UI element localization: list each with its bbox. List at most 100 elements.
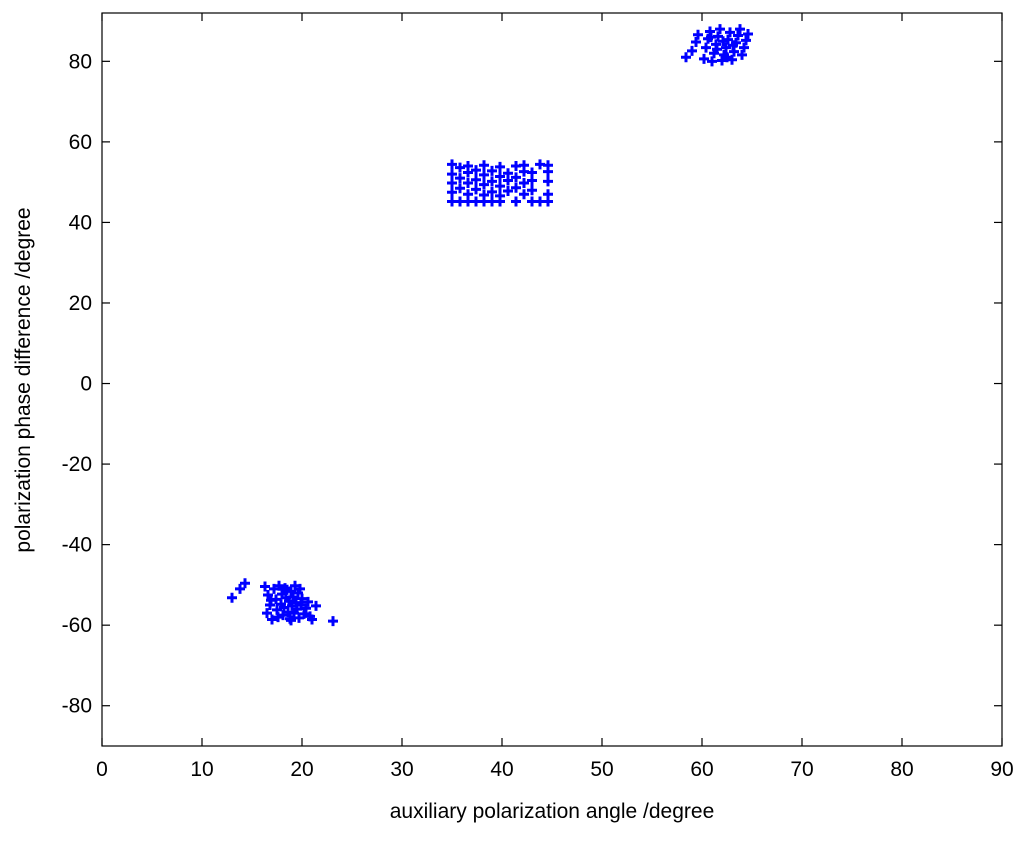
data-point xyxy=(699,53,709,64)
data-point xyxy=(307,614,317,625)
data-point xyxy=(543,160,553,171)
y-tick-label: 60 xyxy=(69,131,92,154)
data-point xyxy=(527,185,537,196)
data-point xyxy=(495,161,505,172)
data-point xyxy=(447,187,457,198)
data-point xyxy=(728,40,738,51)
data-point xyxy=(447,159,457,170)
x-tick-label: 30 xyxy=(390,758,413,781)
data-point xyxy=(274,580,284,591)
data-point xyxy=(479,160,489,171)
data-point xyxy=(725,27,735,38)
data-point xyxy=(295,583,305,594)
data-point xyxy=(519,189,529,200)
data-point xyxy=(303,596,313,607)
data-point xyxy=(543,176,553,187)
data-point xyxy=(263,589,273,600)
data-point xyxy=(301,603,311,614)
x-tick-label: 20 xyxy=(290,758,313,781)
data-point xyxy=(706,32,716,43)
data-point xyxy=(266,595,276,606)
data-point xyxy=(519,177,529,188)
data-point xyxy=(495,190,505,201)
y-tick-label: 0 xyxy=(80,373,92,396)
data-point xyxy=(721,42,731,53)
data-point xyxy=(479,179,489,190)
data-point xyxy=(235,583,245,594)
data-point xyxy=(297,593,307,604)
data-point xyxy=(701,42,711,53)
data-point xyxy=(311,600,321,611)
data-point xyxy=(455,162,465,173)
y-tick-label: 20 xyxy=(69,292,92,315)
data-point xyxy=(262,608,272,619)
data-point xyxy=(455,173,465,184)
data-point xyxy=(543,189,553,200)
data-point xyxy=(722,52,732,63)
y-axis-ticks: -80 -60 -40 -20 0 20 40 60 80 xyxy=(62,50,1002,718)
data-point xyxy=(691,36,701,47)
data-point xyxy=(328,616,338,627)
y-tick-label: -80 xyxy=(62,695,92,718)
data-point xyxy=(282,584,292,595)
data-point xyxy=(735,24,745,35)
data-point xyxy=(487,165,497,176)
data-point xyxy=(511,172,521,183)
data-point xyxy=(260,581,270,592)
data-point xyxy=(273,612,283,623)
data-point xyxy=(447,177,457,188)
data-point xyxy=(681,52,691,63)
data-point xyxy=(455,183,465,194)
data-point xyxy=(519,160,529,171)
data-point xyxy=(741,35,751,46)
x-tick-label: 70 xyxy=(790,758,813,781)
x-tick-label: 10 xyxy=(190,758,213,781)
x-axis-ticks: 0 10 20 30 40 50 60 70 80 90 xyxy=(96,13,1014,781)
y-tick-label: -40 xyxy=(62,534,92,557)
data-point xyxy=(487,176,497,187)
data-point xyxy=(447,169,457,180)
plot-area xyxy=(101,12,1003,747)
x-tick-label: 60 xyxy=(690,758,713,781)
data-point xyxy=(471,184,481,195)
data-point xyxy=(733,30,743,41)
x-axis-label: auxiliary polarization angle /degree xyxy=(390,800,715,823)
data-point xyxy=(739,42,749,53)
data-point xyxy=(479,190,489,201)
data-point xyxy=(471,165,481,176)
data-point xyxy=(737,49,747,60)
data-point xyxy=(299,608,309,619)
data-point xyxy=(511,182,521,193)
data-point xyxy=(471,174,481,185)
y-tick-label: -20 xyxy=(62,453,92,476)
data-point xyxy=(463,177,473,188)
data-point xyxy=(743,28,753,39)
data-point xyxy=(286,615,296,626)
x-tick-label: 40 xyxy=(490,758,513,781)
data-point xyxy=(527,167,537,178)
data-point xyxy=(712,44,722,55)
data-point xyxy=(718,36,728,47)
y-tick-label: -60 xyxy=(62,614,92,637)
data-point xyxy=(240,578,250,589)
data-point xyxy=(495,181,505,192)
y-tick-label: 80 xyxy=(69,50,92,73)
x-tick-label: 0 xyxy=(96,758,108,781)
data-point xyxy=(511,196,521,207)
data-point xyxy=(693,29,703,40)
x-tick-label: 50 xyxy=(590,758,613,781)
data-point xyxy=(687,45,697,56)
data-point xyxy=(715,24,725,35)
data-point xyxy=(479,169,489,180)
data-points xyxy=(227,24,753,627)
y-tick-label: 40 xyxy=(69,211,92,234)
data-point xyxy=(495,171,505,182)
data-point xyxy=(503,186,513,197)
data-point xyxy=(227,592,237,603)
x-tick-label: 90 xyxy=(990,758,1013,781)
data-point xyxy=(723,34,733,45)
y-axis-label: polarization phase difference /degree xyxy=(12,207,35,552)
data-point xyxy=(463,189,473,200)
data-point xyxy=(503,168,513,179)
